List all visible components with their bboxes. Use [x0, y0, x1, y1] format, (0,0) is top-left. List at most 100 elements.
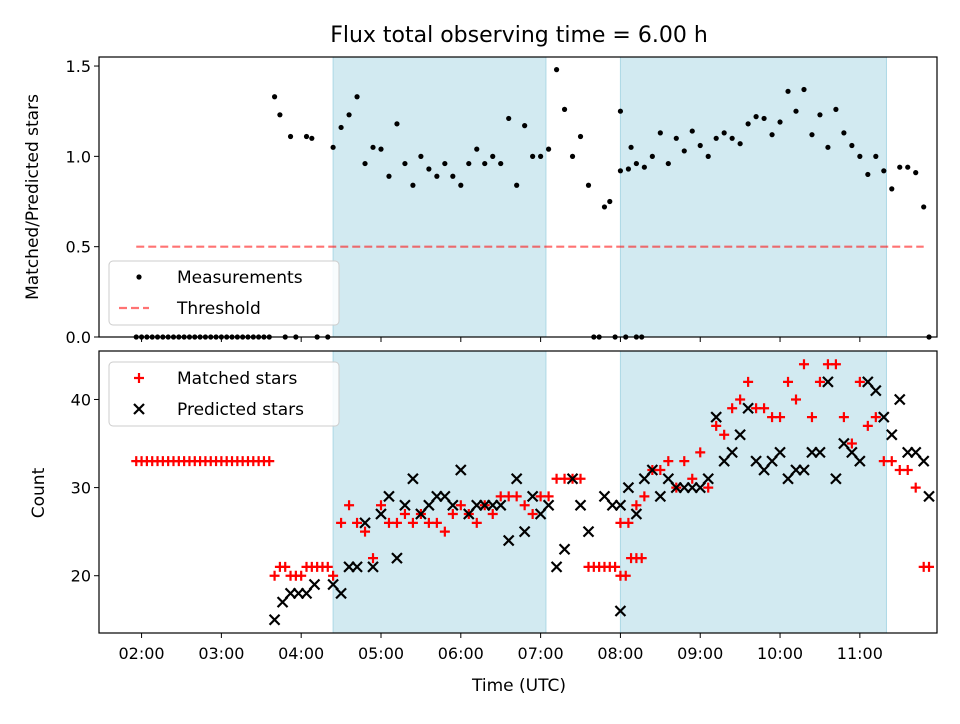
matched-point — [791, 394, 802, 405]
predicted-point — [654, 490, 667, 503]
matched-point — [328, 570, 339, 581]
matched-point — [735, 394, 746, 405]
x-tick-label: 06:00 — [438, 644, 484, 663]
predicted-point — [415, 508, 427, 520]
predicted-point — [391, 552, 403, 564]
measurement-point — [793, 108, 799, 114]
matched-point — [798, 359, 809, 370]
measurement-point — [745, 121, 751, 127]
measurement-point — [418, 153, 424, 159]
chart-title: Flux total observing time = 6.00 h — [330, 23, 708, 48]
y-tick-label: 1.5 — [66, 57, 91, 76]
matched-point — [655, 464, 666, 475]
x-tick-label: 02:00 — [119, 644, 165, 663]
matched-point — [806, 412, 817, 423]
matched-point — [639, 491, 650, 502]
measurement-point — [545, 146, 552, 152]
measurement-point — [729, 135, 735, 141]
predicted-point — [742, 402, 754, 415]
predicted-point — [710, 411, 722, 423]
predicted-point — [702, 473, 714, 485]
predicted-point — [885, 428, 898, 441]
measurement-point — [841, 130, 847, 136]
predicted-point — [268, 614, 281, 626]
matched-point — [344, 500, 355, 511]
predicted-point — [846, 446, 858, 459]
x-tick-label: 10:00 — [757, 644, 803, 663]
measurement-point — [601, 204, 608, 210]
legend-swatch — [133, 403, 145, 415]
measurement-point — [737, 141, 743, 147]
predicted-point — [383, 490, 395, 503]
predicted-point — [862, 376, 874, 388]
matched-point — [814, 376, 825, 387]
measurement-point — [705, 153, 711, 159]
matched-point — [368, 553, 379, 564]
predicted-point — [917, 455, 930, 467]
measurement-point — [378, 146, 384, 152]
matched-point — [846, 438, 857, 449]
measurement-point — [865, 171, 871, 178]
predicted-point — [455, 464, 467, 476]
predicted-point — [359, 517, 371, 529]
measurement-point — [617, 168, 624, 174]
measurement-point — [769, 132, 775, 138]
legend: Matched stars Predicted stars — [108, 361, 340, 427]
y-tick-label: 0.5 — [66, 238, 91, 257]
predicted-point — [766, 455, 778, 467]
measurement-point — [287, 133, 294, 140]
measurement-point — [689, 128, 695, 134]
legend-box — [108, 361, 340, 427]
measurement-point — [657, 130, 663, 136]
legend-swatch — [136, 274, 142, 280]
measurement-point — [913, 170, 919, 176]
measurement-point — [721, 130, 727, 136]
measurement-point — [857, 153, 863, 159]
matched-point — [910, 482, 921, 493]
predicted-point — [399, 499, 411, 511]
legend-label: Measurements — [177, 268, 303, 288]
matched-point — [336, 517, 347, 528]
matched-point — [610, 561, 621, 572]
measurement-point — [530, 153, 536, 159]
measurement-point — [490, 153, 496, 159]
matched-point — [719, 429, 730, 440]
matched-point — [695, 447, 706, 458]
measurement-point — [785, 88, 791, 94]
predicted-point — [758, 464, 770, 476]
measurement-point — [809, 132, 815, 138]
measurement-point — [394, 121, 400, 127]
predicted-point — [526, 490, 539, 503]
predicted-point — [423, 499, 435, 511]
matched-point — [924, 561, 935, 572]
matched-point — [902, 464, 913, 475]
matched-point — [830, 359, 841, 370]
legend-swatch — [134, 373, 144, 383]
matched-point — [322, 561, 333, 572]
legend-label: Predicted stars — [177, 400, 304, 420]
measurement-point — [697, 142, 703, 149]
shaded-band — [619, 350, 887, 634]
measurement-point — [753, 114, 759, 120]
matched-point — [431, 517, 442, 528]
predicted-point — [407, 473, 419, 485]
bottom-panel: 20 30 40 02:00 03:00 04:00 05:00 06:00 07:00 08:0… — [71, 350, 938, 663]
matched-point — [783, 376, 794, 387]
measurement-point — [466, 160, 472, 167]
shaded-band — [619, 56, 887, 338]
predicted-point — [774, 446, 786, 459]
x-tick-label: 11:00 — [837, 644, 883, 663]
measurement-point — [442, 160, 448, 167]
measurement-point — [506, 115, 512, 122]
predicted-point — [646, 464, 659, 476]
matched-point — [687, 473, 698, 484]
legend-label: Matched stars — [177, 369, 297, 389]
matched-point — [264, 456, 275, 467]
measurement-point — [538, 153, 544, 159]
matched-point — [455, 500, 466, 511]
predicted-point — [534, 508, 547, 520]
matched-point — [439, 526, 450, 537]
predicted-point — [750, 455, 762, 467]
x-axis-label: Time (UTC) — [471, 676, 566, 696]
matched-point — [759, 403, 770, 414]
